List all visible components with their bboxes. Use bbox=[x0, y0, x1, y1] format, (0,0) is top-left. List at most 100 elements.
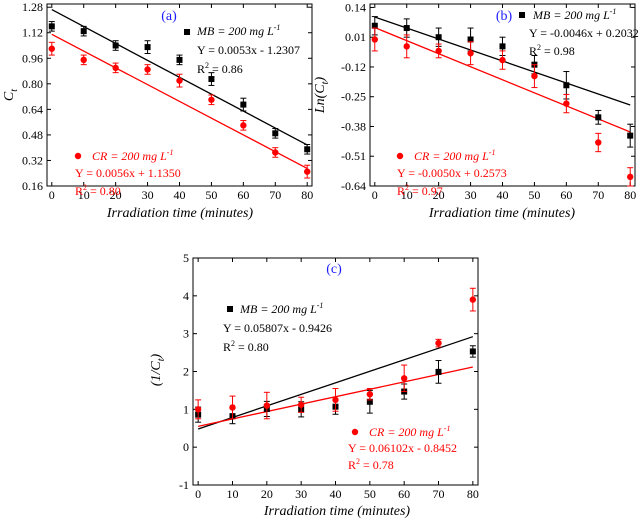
tick-group: 0 10 20 30 40 50 60 70 80 0.16 0.32 0.48 0.64 0.80 0.9… bbox=[22, 0, 313, 202]
x-tick-label: 50 bbox=[205, 188, 217, 202]
legend-label-cr: CR = 200 mg L-1 bbox=[92, 148, 173, 163]
mb-fit-line bbox=[197, 336, 474, 430]
y-axis-label-main: C bbox=[2, 91, 17, 101]
y-axis-label: Ct bbox=[2, 89, 20, 101]
cr-data-point bbox=[272, 149, 279, 156]
r2-cr: R2 = 0.97 bbox=[397, 183, 443, 198]
cr-data-point bbox=[208, 96, 215, 103]
x-tick-label: 30 bbox=[295, 487, 307, 501]
legend-mb-sup: -1 bbox=[610, 7, 617, 16]
mb-data-point bbox=[627, 132, 634, 139]
r2-mb-value: 0.98 bbox=[554, 44, 575, 58]
y-tick-label: -0.64 bbox=[341, 179, 366, 193]
legend-mb: MB = 200 mg L-1 Y = 0.05807x - 0.9426 R2… bbox=[223, 301, 332, 354]
legend-cr-main: CR = 200 mg L bbox=[414, 149, 489, 163]
legend-label-mb: MB = 200 mg L-1 bbox=[196, 23, 280, 38]
cr-data-point bbox=[563, 100, 570, 107]
legend-mb: MB = 200 mg L-1 Y = 0.0053x - 1.2307 R2 … bbox=[184, 23, 300, 76]
x-tick-label: 80 bbox=[624, 188, 636, 202]
x-tick-label: 60 bbox=[560, 188, 572, 202]
equation-mb: Y = 0.05807x - 0.9426 bbox=[223, 321, 332, 335]
legend-cr-sup: -1 bbox=[444, 424, 451, 433]
y-axis-label-main: (1/C bbox=[149, 361, 164, 387]
y-tick-label: 1 bbox=[183, 402, 189, 416]
y-axis-label: (1/Ct) bbox=[149, 354, 167, 387]
x-tick-label: 0 bbox=[372, 188, 378, 202]
y-axis-label-sub: t bbox=[9, 89, 20, 92]
cr-data-point bbox=[304, 168, 311, 175]
legend-cr: CR = 200 mg L-1 Y = 0.0056x + 1.1350 R2 … bbox=[74, 148, 181, 198]
y-tick-label: 0.01 bbox=[345, 30, 366, 44]
legend-label-mb: MB = 200 mg L-1 bbox=[239, 301, 323, 316]
cr-data-point bbox=[112, 64, 119, 72]
equation-cr: Y = 0.0056x + 1.1350 bbox=[75, 166, 181, 180]
cr-data-point bbox=[144, 66, 151, 73]
cr-data-point bbox=[435, 339, 442, 347]
cr-data-point bbox=[240, 122, 247, 129]
r2-mb: R2 = 0.80 bbox=[223, 339, 269, 354]
cr-data-point bbox=[627, 173, 634, 181]
r2-cr: R2 = 0.80 bbox=[75, 183, 121, 198]
legend-cr: CR = 200 mg L-1 Y = -0.0050x + 0.2573 R2… bbox=[396, 148, 507, 198]
cr-data-point bbox=[499, 56, 506, 64]
y-tick-label: 0.48 bbox=[22, 128, 43, 142]
mb-data-point bbox=[563, 82, 570, 89]
x-tick-label: 80 bbox=[467, 487, 479, 501]
mb-data-point bbox=[403, 25, 410, 32]
legend-cr-main: CR = 200 mg L bbox=[369, 425, 444, 439]
cr-data-point bbox=[595, 139, 602, 146]
cr-data-point bbox=[194, 406, 202, 413]
y-tick-label: 1.28 bbox=[22, 0, 43, 14]
legend-mb-main: MB = 200 mg L bbox=[532, 8, 610, 22]
equation-mb: Y = -0.0046x + 0.2032 bbox=[529, 26, 639, 40]
cr-data-point bbox=[366, 391, 374, 398]
y-axis-label-sub: t bbox=[156, 358, 167, 361]
cr-data-point bbox=[263, 402, 271, 409]
y-tick-label: 0.64 bbox=[22, 102, 43, 116]
panel-a: (a) Irradiation time (minutes) Ct 0 10 20 3… bbox=[2, 0, 313, 221]
mb-data-point bbox=[371, 22, 378, 29]
panel-tag: (b) bbox=[496, 9, 513, 24]
mb-data-point bbox=[435, 34, 442, 41]
legend-mb: MB = 200 mg L-1 Y = -0.0046x + 0.2032 R2… bbox=[519, 7, 639, 58]
x-tick-label: 50 bbox=[364, 487, 376, 501]
cr-data-point bbox=[332, 396, 339, 404]
x-tick-label: 10 bbox=[78, 188, 90, 202]
x-tick-label: 30 bbox=[142, 188, 154, 202]
y-tick-label: -0.12 bbox=[341, 60, 366, 74]
y-tick-label: 4 bbox=[183, 289, 189, 303]
legend-mb-sup: -1 bbox=[274, 23, 281, 32]
r2-cr-value: 0.80 bbox=[100, 184, 121, 198]
data-mark-group bbox=[48, 21, 311, 179]
data-mark-group bbox=[371, 16, 634, 187]
y-axis-label: Ln(Ct) bbox=[313, 77, 331, 115]
cr-data-point bbox=[371, 36, 378, 43]
r2-mb: R2 = 0.98 bbox=[529, 43, 575, 58]
x-tick-label: 60 bbox=[398, 487, 410, 501]
mb-data-point bbox=[240, 101, 247, 108]
legend-cr-sup: -1 bbox=[489, 148, 496, 157]
x-tick-label: 10 bbox=[226, 487, 238, 501]
mb-data-point bbox=[48, 23, 55, 30]
y-tick-label: 1.12 bbox=[22, 26, 43, 40]
x-tick-label: 0 bbox=[49, 188, 55, 202]
legend-label-cr: CR = 200 mg L-1 bbox=[369, 424, 450, 439]
mb-data-point bbox=[435, 368, 442, 375]
cr-data-point bbox=[435, 47, 442, 55]
legend-marker-cr bbox=[351, 428, 359, 436]
cr-data-point bbox=[297, 401, 305, 408]
y-tick-label: 0.14 bbox=[345, 0, 366, 14]
y-axis-label-suffix: ) bbox=[313, 77, 328, 83]
mb-data-point bbox=[304, 146, 311, 153]
y-tick-label: 0.96 bbox=[22, 51, 43, 65]
x-tick-label: 10 bbox=[401, 188, 413, 202]
y-tick-label: 0.80 bbox=[22, 77, 43, 91]
x-tick-label: 80 bbox=[301, 188, 313, 202]
x-axis-label: Irradiation time (minutes) bbox=[263, 504, 411, 519]
y-tick-label: 0 bbox=[183, 440, 189, 454]
mb-data-point bbox=[469, 348, 476, 355]
panel-b: (b) Irradiation time (minutes) Ln(Ct) 0 1… bbox=[313, 0, 639, 221]
cr-data-point bbox=[531, 72, 538, 80]
y-tick-label: 2 bbox=[183, 365, 189, 379]
